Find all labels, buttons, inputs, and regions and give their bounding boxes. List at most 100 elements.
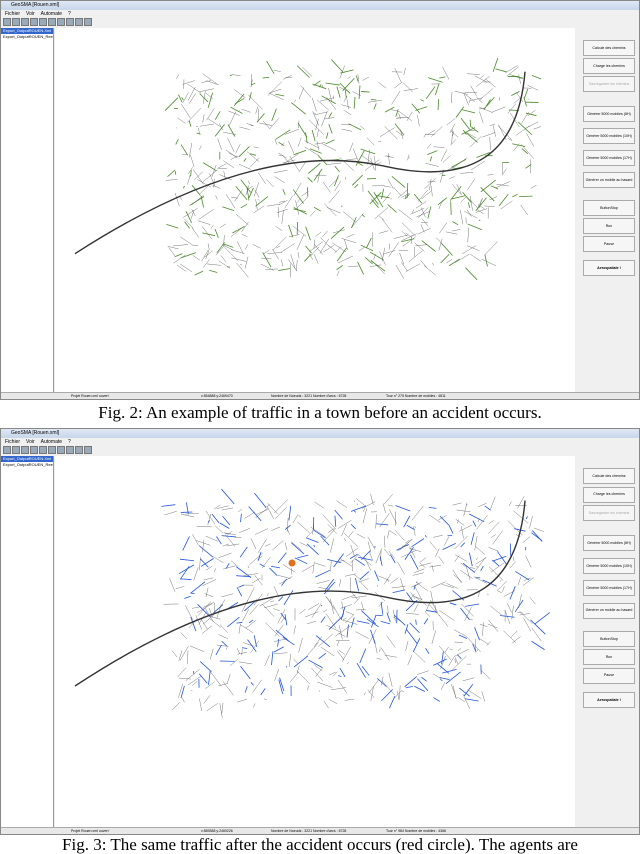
road-segment [336,560,345,562]
road-segment [420,563,426,568]
road-segment [433,147,444,148]
menu-item[interactable]: Fichier [5,439,20,445]
road-segment [485,506,491,510]
toolbar-button-icon[interactable] [48,18,56,26]
toolbar-button-icon[interactable] [21,446,29,454]
button-7[interactable]: ButtonStop [583,200,635,216]
road-segment [192,534,198,545]
road-segment [283,75,292,79]
road-segment [191,582,205,594]
menu-item[interactable]: Automate [41,11,62,17]
road-segment [325,140,334,144]
menu-item[interactable]: Automate [41,439,62,445]
menu-item[interactable]: Voir [26,11,35,17]
road-segment [291,103,305,115]
road-segment [253,680,262,693]
road-segment [389,673,392,687]
button-5[interactable]: Générer 5000 mobiles (17H) [583,580,635,596]
button-8[interactable]: Run [583,649,635,665]
road-segment [229,112,236,126]
button-10[interactable]: Aerospatiale ! [583,260,635,276]
toolbar-button-icon[interactable] [66,18,74,26]
road-segment [521,112,528,123]
road-segment [310,149,321,154]
button-0[interactable]: Calcule des chemins [583,40,635,56]
button-6[interactable]: Générer un mobile au hasard [583,172,635,188]
road-segment [396,265,404,279]
tree-item[interactable]: Export_OutputROUEN_Reel [1,34,53,40]
road-segment [470,568,475,569]
road-segment [529,516,532,528]
toolbar-button-icon[interactable] [30,18,38,26]
road-segment [245,257,248,269]
button-4[interactable]: Générer 5000 mobiles (10H) [583,558,635,574]
menu-item[interactable]: Fichier [5,11,20,17]
road-segment [276,630,289,641]
road-segment [406,613,419,614]
road-segment [253,244,261,248]
road-segment [298,138,301,147]
toolbar-button-icon[interactable] [84,18,92,26]
toolbar-button-icon[interactable] [75,446,83,454]
button-5[interactable]: Générer 5000 mobiles (17H) [583,150,635,166]
road-segment [264,604,277,608]
button-2[interactable]: Sauvegarder les chemins [583,505,635,521]
toolbar-button-icon[interactable] [12,446,20,454]
status-field: x:554888 y:2469470 [201,393,233,400]
button-1[interactable]: Charge les chemins [583,487,635,503]
toolbar-button-icon[interactable] [57,18,65,26]
window-title: GeoSMA [Rouen.xml] [1,1,639,10]
tree-item[interactable]: Export_OutputROUEN_Reel [1,462,53,468]
toolbar-button-icon[interactable] [3,446,11,454]
road-segment [315,142,325,144]
toolbar-button-icon[interactable] [12,18,20,26]
toolbar-button-icon[interactable] [84,446,92,454]
road-segment [479,220,480,221]
toolbar-button-icon[interactable] [48,446,56,454]
road-segment [302,565,314,572]
road-segment [295,200,298,215]
road-segment [492,107,505,112]
road-segment [426,600,431,612]
button-3[interactable]: Générer 5000 mobiles (8H) [583,535,635,551]
road-segment [523,537,530,543]
road-segment [460,570,472,578]
toolbar-button-icon[interactable] [30,446,38,454]
toolbar-button-icon[interactable] [75,18,83,26]
button-8[interactable]: Run [583,218,635,234]
road-segment [228,138,235,152]
road-segment [251,538,256,549]
road-segment [241,514,242,522]
road-segment [181,514,194,517]
menu-item[interactable]: ? [68,439,71,445]
button-7[interactable]: ButtonStop [583,631,635,647]
road-segment [412,539,424,547]
menu-item[interactable]: Voir [26,439,35,445]
toolbar-button-icon[interactable] [21,18,29,26]
road-segment [495,69,506,72]
button-2[interactable]: Sauvegarder les chemins [583,76,635,92]
toolbar-button-icon[interactable] [66,446,74,454]
button-10[interactable]: Aerospatiale ! [583,692,635,708]
road-segment [267,593,269,596]
road-segment [450,603,456,605]
road-segment [519,611,532,624]
road-segment [309,660,323,668]
button-6[interactable]: Générer un mobile au hasard [583,603,635,619]
toolbar-button-icon[interactable] [3,18,11,26]
button-3[interactable]: Générer 5000 mobiles (8H) [583,106,635,122]
toolbar-button-icon[interactable] [57,446,65,454]
button-9[interactable]: Pause [583,236,635,252]
toolbar-button-icon[interactable] [39,446,47,454]
button-1[interactable]: Charge les chemins [583,58,635,74]
road-segment [519,74,521,83]
road-segment [454,574,463,582]
button-0[interactable]: Calcule des chemins [583,468,635,484]
road-segment [323,610,327,612]
button-9[interactable]: Pause [583,668,635,684]
menu-item[interactable]: ? [68,11,71,17]
road-segment [238,585,244,587]
road-segment [181,104,190,118]
toolbar-button-icon[interactable] [39,18,47,26]
button-4[interactable]: Générer 5000 mobiles (10H) [583,128,635,144]
